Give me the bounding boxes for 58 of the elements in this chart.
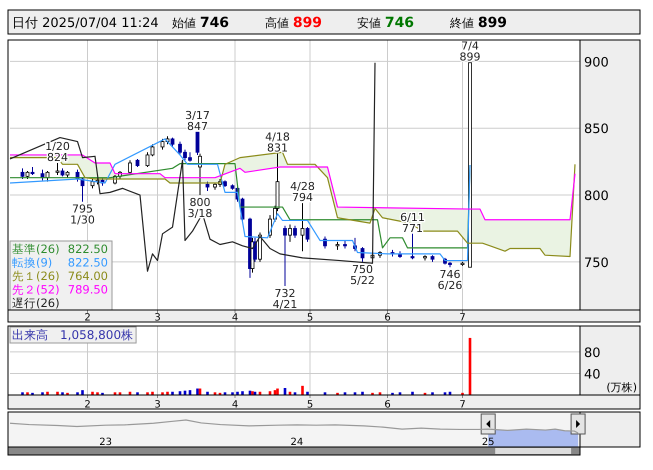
bar bbox=[276, 388, 279, 395]
annotation: 750 5/22 bbox=[350, 262, 375, 287]
bar bbox=[188, 390, 192, 395]
annotation: 4/18 831 bbox=[265, 130, 290, 155]
y-tick-label: 40 bbox=[584, 367, 601, 382]
text: 先２(52) bbox=[12, 282, 60, 296]
x-tick-label: 2 bbox=[84, 400, 91, 410]
bar bbox=[196, 388, 199, 395]
annotation: 7/4 899 bbox=[460, 40, 480, 64]
annotation: 789.50 bbox=[68, 282, 108, 296]
x-tick-label: 2 bbox=[84, 312, 91, 324]
x-tick-label: 6 bbox=[384, 312, 391, 324]
y-tick-label: 850 bbox=[584, 122, 609, 138]
x-tick-label: 3 bbox=[154, 312, 161, 324]
y-axis-title: (万株) bbox=[606, 381, 637, 394]
x-tick-label: 5 bbox=[306, 312, 314, 324]
bar bbox=[301, 386, 304, 395]
x-tick-label: 4 bbox=[232, 400, 238, 410]
bar bbox=[268, 391, 272, 395]
annotation: 764.00 bbox=[68, 269, 108, 283]
text: 先１(26) bbox=[12, 269, 60, 283]
text: 転換(9) bbox=[12, 256, 52, 270]
bar bbox=[178, 391, 182, 395]
annotation: 746 6/26 bbox=[438, 268, 462, 292]
bar bbox=[241, 391, 244, 395]
x-tick-label: 24 bbox=[290, 437, 304, 448]
annotation: 732 4/21 bbox=[272, 286, 298, 311]
y-tick-label: 800 bbox=[584, 189, 609, 204]
x-tick-label: 7 bbox=[459, 400, 466, 410]
bar bbox=[184, 390, 186, 395]
bar bbox=[468, 338, 472, 395]
bar bbox=[284, 388, 286, 395]
text: 安値 746 bbox=[357, 15, 414, 31]
chart-title: 出来高 1,058,800株 bbox=[12, 328, 134, 342]
x-tick-label: 23 bbox=[99, 437, 112, 448]
candlestick bbox=[170, 137, 174, 148]
chart-title: 日付 2025/07/04 11:24 bbox=[12, 16, 159, 31]
x-tick-label: 3 bbox=[154, 400, 161, 410]
bar bbox=[198, 388, 202, 395]
y-tick-label: 80 bbox=[584, 346, 601, 361]
x-tick-label: 6 bbox=[384, 400, 391, 410]
x-tick-label: 5 bbox=[306, 400, 314, 410]
annotation: 822.50 bbox=[68, 256, 108, 270]
x-tick-label: 4 bbox=[232, 312, 238, 324]
y-tick-label: 900 bbox=[584, 55, 609, 70]
x-tick-label: 7 bbox=[459, 312, 466, 324]
bar bbox=[274, 390, 276, 395]
bar bbox=[251, 391, 254, 395]
candlestick bbox=[196, 132, 200, 156]
x-tick-label: 25 bbox=[482, 437, 495, 448]
text: 始値 746 bbox=[172, 15, 230, 31]
text: 遅行(26) bbox=[12, 296, 60, 310]
text: 高値 899 bbox=[265, 15, 322, 31]
y-tick-label: 750 bbox=[584, 256, 609, 271]
text: 終値 899 bbox=[449, 15, 508, 31]
annotation: 3/17 847 bbox=[185, 109, 210, 134]
bar bbox=[81, 390, 84, 395]
bar bbox=[248, 390, 252, 395]
